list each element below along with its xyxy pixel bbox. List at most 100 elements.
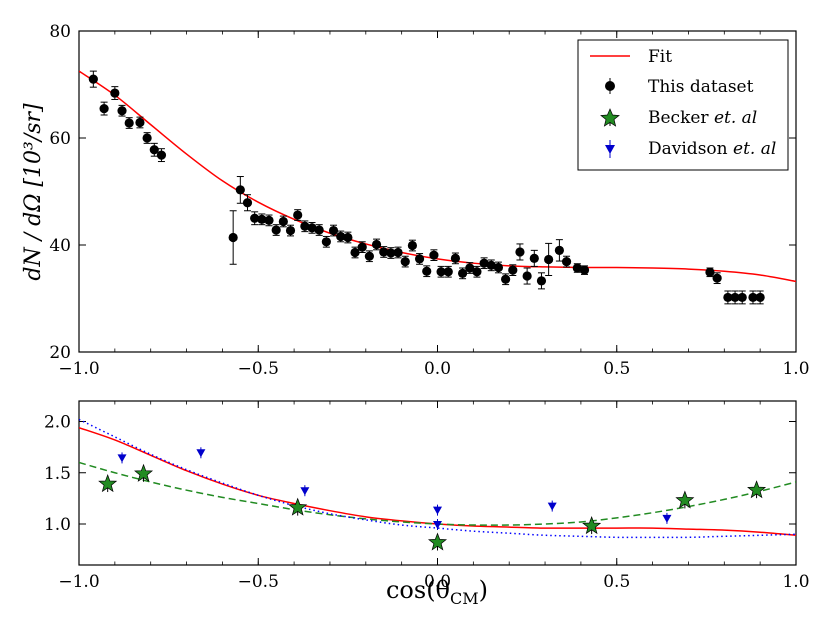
bottom-point-triangle: [196, 449, 206, 458]
legend-star-marker: [600, 108, 620, 127]
bottom-point-triangle: [433, 521, 442, 530]
top-point-circle: [400, 256, 410, 267]
bottom-ytick-label: 1.0: [44, 515, 71, 535]
bottom-xtick-label: 0.0: [424, 572, 451, 592]
bottom-ytick-label: 2.0: [44, 413, 71, 433]
top-point-circle: [429, 250, 439, 260]
top-point-circle: [705, 267, 715, 277]
bottom-point-triangle: [300, 487, 310, 496]
bottom-xtick-label: −0.5: [238, 572, 279, 592]
top-point-circle: [99, 103, 109, 114]
top-point-circle: [723, 292, 733, 303]
top-point-circle: [737, 292, 747, 303]
top-point-circle: [515, 247, 525, 257]
legend-entry-fit: Fit: [590, 47, 672, 67]
legend-label-this-dataset: This dataset: [648, 77, 754, 97]
top-point-circle: [228, 232, 238, 243]
bottom-point-star: [582, 516, 602, 535]
top-xtick-label: 1.0: [782, 359, 809, 379]
top-point-circle: [142, 133, 152, 143]
top-point-circle: [257, 214, 267, 224]
bottom-point-triangle: [433, 506, 442, 515]
legend-label-davidson: Davidson et. al: [648, 139, 776, 159]
top-point-circle: [554, 245, 564, 255]
top-point-circle: [493, 262, 504, 273]
top-point-circle: [529, 253, 539, 263]
top-point-circle: [522, 271, 532, 281]
top-point-circle: [321, 237, 331, 247]
bottom-panel: −1.0 −0.5 0.0 0.5 1.0 1.0 1.5 2.0 cos(θCM): [44, 400, 810, 608]
top-point-circle: [501, 274, 511, 284]
top-point-circle: [264, 215, 274, 225]
bottom-xtick-label: −1.0: [58, 572, 99, 592]
top-point-circle: [730, 292, 740, 303]
legend-becker-etal: et. al: [714, 108, 757, 128]
bottom-point-star: [427, 532, 448, 551]
bottom-xlabel-close: ): [479, 576, 488, 604]
top-point-circle: [386, 248, 396, 258]
legend-triangle-marker: [605, 145, 615, 154]
top-point-circle: [293, 210, 303, 220]
top-point-circle: [457, 268, 468, 278]
top-point-circle: [436, 267, 446, 277]
legend-label-fit: Fit: [648, 47, 672, 67]
top-point-circle: [379, 247, 389, 257]
top-point-circle: [544, 254, 554, 265]
top-point-circle: [328, 225, 339, 236]
top-point-circle: [472, 267, 482, 277]
top-point-circle: [579, 265, 590, 275]
bottom-xtick-label: 0.5: [603, 572, 630, 592]
bottom-point-triangle: [117, 454, 127, 463]
top-point-circle: [422, 266, 432, 276]
top-series-fit: [79, 70, 796, 283]
legend-entry-davidson: Davidson et. al: [605, 139, 776, 159]
top-point-circle: [343, 232, 353, 243]
top-point-circle: [357, 242, 367, 252]
top-point-circle: [271, 225, 281, 235]
top-point-circle: [235, 185, 245, 195]
top-point-circle: [712, 273, 722, 283]
bottom-point-star: [288, 497, 308, 516]
top-point-circle: [250, 213, 260, 223]
bottom-xtick-label: 1.0: [782, 572, 809, 592]
bottom-ytick-label: 1.5: [44, 464, 71, 484]
top-panel: −1.0 −0.5 0.0 0.5 1.0 20 40 60 80 dN / dΩ [10³/s…: [21, 22, 810, 379]
top-xtick-label: −1.0: [58, 359, 99, 379]
top-point-circle: [748, 292, 758, 303]
legend-circle-marker: [605, 81, 615, 91]
bottom-xlabel-sub: CM: [450, 589, 479, 608]
legend-entry-this-dataset: This dataset: [605, 77, 754, 97]
top-point-circle: [393, 247, 403, 258]
top-xtick-label: 0.5: [603, 359, 630, 379]
top-point-circle: [561, 256, 572, 267]
top-point-circle: [536, 276, 547, 286]
bottom-point-triangle: [662, 514, 672, 523]
top-point-circle: [465, 263, 475, 273]
top-ytick-label: 20: [49, 343, 71, 363]
legend-davidson-etal: et. al: [733, 139, 776, 159]
top-point-circle: [371, 239, 382, 250]
top-point-circle: [364, 251, 374, 261]
top-point-circle: [450, 253, 461, 263]
bottom-point-star: [134, 463, 154, 482]
top-point-circle: [336, 231, 346, 242]
legend-entry-becker: Becker et. al: [600, 108, 757, 128]
top-point-circle: [285, 225, 296, 236]
top-point-circle: [486, 260, 496, 270]
top-point-circle: [117, 106, 127, 116]
top-point-circle: [407, 240, 418, 251]
top-point-circle: [135, 117, 145, 128]
bottom-xlabel-main: cos(θ: [386, 576, 450, 604]
legend-davidson-name: Davidson: [648, 139, 728, 159]
bottom-point-star: [747, 480, 767, 499]
top-point-circle: [508, 265, 518, 275]
top-ylabel: dN / dΩ [10³/sr]: [21, 103, 46, 281]
top-point-circle: [314, 225, 324, 235]
top-point-circle: [443, 267, 453, 277]
top-ytick-label: 80: [49, 22, 71, 42]
top-point-circle: [110, 88, 120, 98]
top-point-circle: [572, 263, 582, 273]
top-point-circle: [242, 198, 253, 208]
top-point-circle: [149, 145, 159, 155]
top-point-circle: [755, 292, 765, 303]
